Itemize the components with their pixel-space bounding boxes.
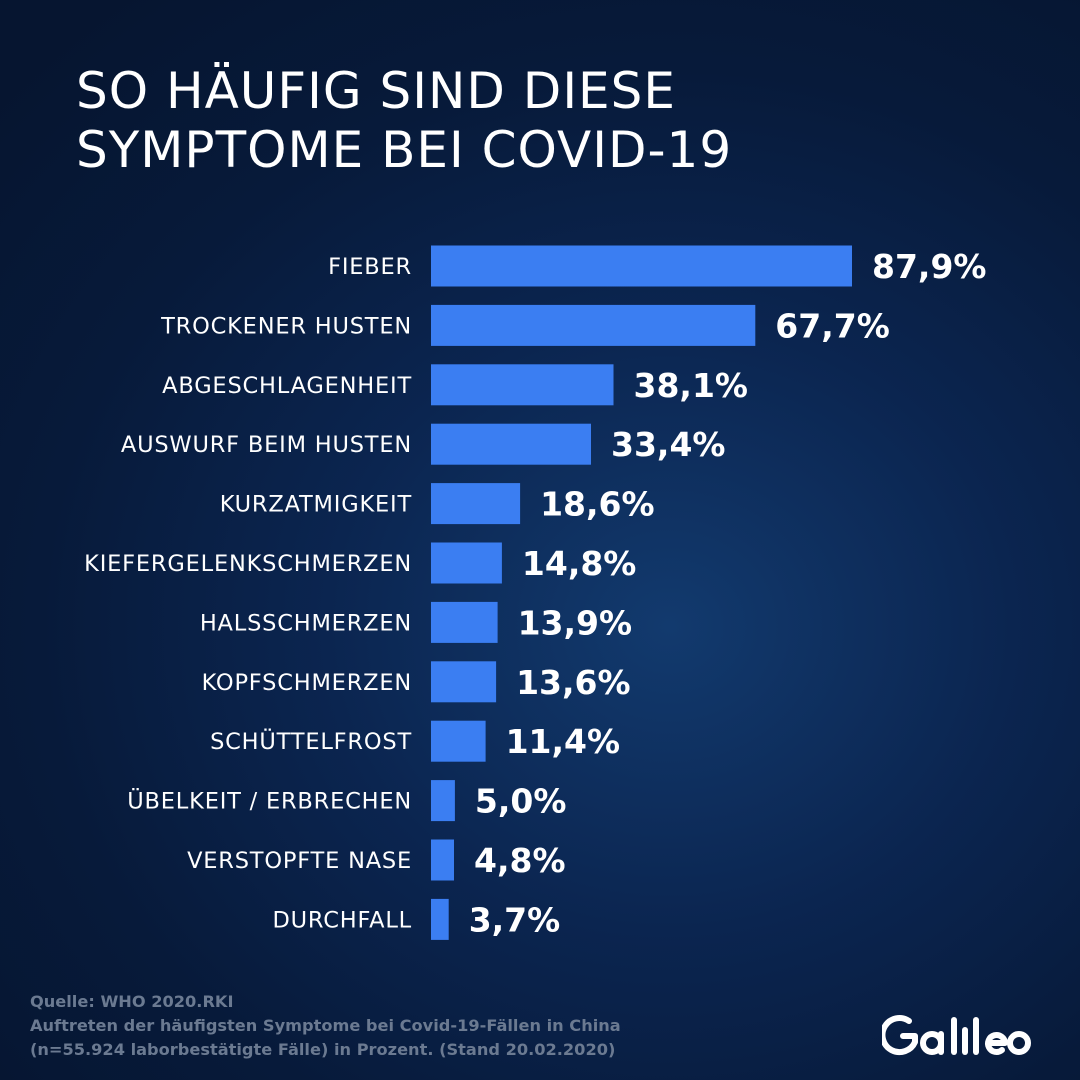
value-label-7: 13,6% (516, 663, 631, 702)
bar-5 (431, 542, 502, 584)
value-label-3: 33,4% (611, 425, 726, 464)
footnote-line-2: (n=55.924 laborbestätigte Fälle) in Proz… (30, 1040, 616, 1059)
galileo-logo (882, 1015, 1031, 1056)
bar-11 (431, 898, 449, 940)
category-label-0: FIEBER (328, 254, 412, 280)
category-labels-group: FIEBER TROCKENER HUSTEN ABGESCHLAGENHEIT AU… (84, 254, 412, 933)
value-label-9: 5,0% (475, 782, 567, 821)
value-label-1: 67,7% (775, 306, 890, 345)
bar-4 (431, 483, 521, 525)
bar-7 (431, 661, 497, 703)
chart-title-line-1: SO HÄUFIG SIND DIESE (76, 62, 676, 120)
category-label-1: TROCKENER HUSTEN (160, 313, 412, 339)
category-label-9: ÜBELKEIT / ERBRECHEN (127, 787, 412, 815)
category-label-7: KOPFSCHMERZEN (202, 670, 412, 696)
category-label-10: VERSTOPFTE NASE (187, 848, 412, 874)
value-label-6: 13,9% (518, 603, 633, 642)
value-label-0: 87,9% (872, 247, 987, 286)
value-label-4: 18,6% (540, 485, 655, 524)
value-labels-group: 87,9% 67,7% 38,1% 33,4% 18,6% 14,8% 13,9% 13,6%… (469, 247, 987, 939)
bar-0 (431, 245, 852, 287)
chart-title-line-2: SYMPTOME BEI COVID-19 (76, 121, 733, 179)
bar-6 (431, 601, 498, 643)
bar-1 (431, 304, 756, 346)
value-label-2: 38,1% (634, 366, 749, 405)
bar-chart: FIEBER TROCKENER HUSTEN ABGESCHLAGENHEIT AU… (84, 245, 987, 940)
bar-2 (431, 364, 614, 406)
bar-10 (431, 839, 454, 881)
category-label-5: KIEFERGELENKSCHMERZEN (84, 551, 412, 577)
source-text: Quelle: WHO 2020.RKI (30, 992, 234, 1011)
category-label-2: ABGESCHLAGENHEIT (162, 373, 412, 399)
value-label-5: 14,8% (522, 544, 637, 583)
category-label-6: HALSSCHMERZEN (200, 610, 412, 636)
value-label-8: 11,4% (506, 722, 620, 761)
category-label-3: AUSWURF BEIM HUSTEN (121, 432, 412, 458)
value-label-10: 4,8% (474, 841, 566, 880)
bar-3 (431, 423, 591, 465)
footer: Quelle: WHO 2020.RKI Auftreten der häufi… (30, 990, 850, 1062)
footnote-line-1: Auftreten der häufigsten Symptome bei Co… (30, 1016, 621, 1035)
value-label-11: 3,7% (469, 900, 561, 939)
bar-9 (431, 780, 455, 822)
bar-8 (431, 720, 486, 762)
bars-group (431, 245, 852, 940)
chart-title: SO HÄUFIG SIND DIESE SYMPTOME BEI COVID-… (76, 62, 1016, 180)
category-label-11: DURCHFALL (273, 907, 412, 933)
category-label-4: KURZATMIGKEIT (220, 492, 412, 518)
category-label-8: SCHÜTTELFROST (210, 727, 412, 755)
